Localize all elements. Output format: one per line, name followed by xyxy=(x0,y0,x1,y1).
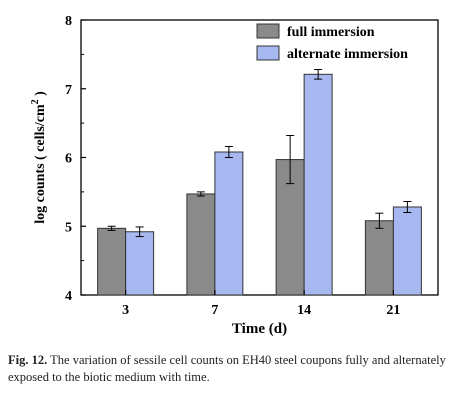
bar xyxy=(125,231,155,296)
bar xyxy=(214,151,244,296)
x-tick-label: 14 xyxy=(297,303,311,318)
legend-label: full immersion xyxy=(287,25,375,40)
caption-text: The variation of sessile cell counts on … xyxy=(8,353,446,384)
x-axis-label: Time (d) xyxy=(232,321,287,337)
y-tick-label: 4 xyxy=(65,289,72,304)
bar xyxy=(97,227,127,296)
bar xyxy=(392,206,422,296)
bar xyxy=(303,73,333,296)
x-tick-label: 7 xyxy=(211,303,218,318)
bar xyxy=(364,220,394,296)
caption-label: Fig. 12. xyxy=(8,353,48,367)
y-tick-label: 8 xyxy=(65,14,72,29)
x-tick-label: 21 xyxy=(386,303,400,318)
legend-swatch xyxy=(256,45,280,61)
y-tick-label: 6 xyxy=(65,152,72,167)
bar-chart: 4 5 6 7 8 3 7 14 21 Time (d) log counts ( cells/cm… xyxy=(30,14,439,337)
y-tick-label: 5 xyxy=(65,220,72,235)
y-axis-label: log counts ( cells/cm2 ) xyxy=(30,91,48,224)
y-tick-label: 7 xyxy=(65,83,72,98)
bar xyxy=(186,193,216,296)
x-tick-label: 3 xyxy=(122,303,129,318)
figure-caption: Fig. 12. The variation of sessile cell c… xyxy=(8,352,466,386)
legend-label: alternate immersion xyxy=(287,47,408,62)
legend-swatch xyxy=(256,23,280,39)
